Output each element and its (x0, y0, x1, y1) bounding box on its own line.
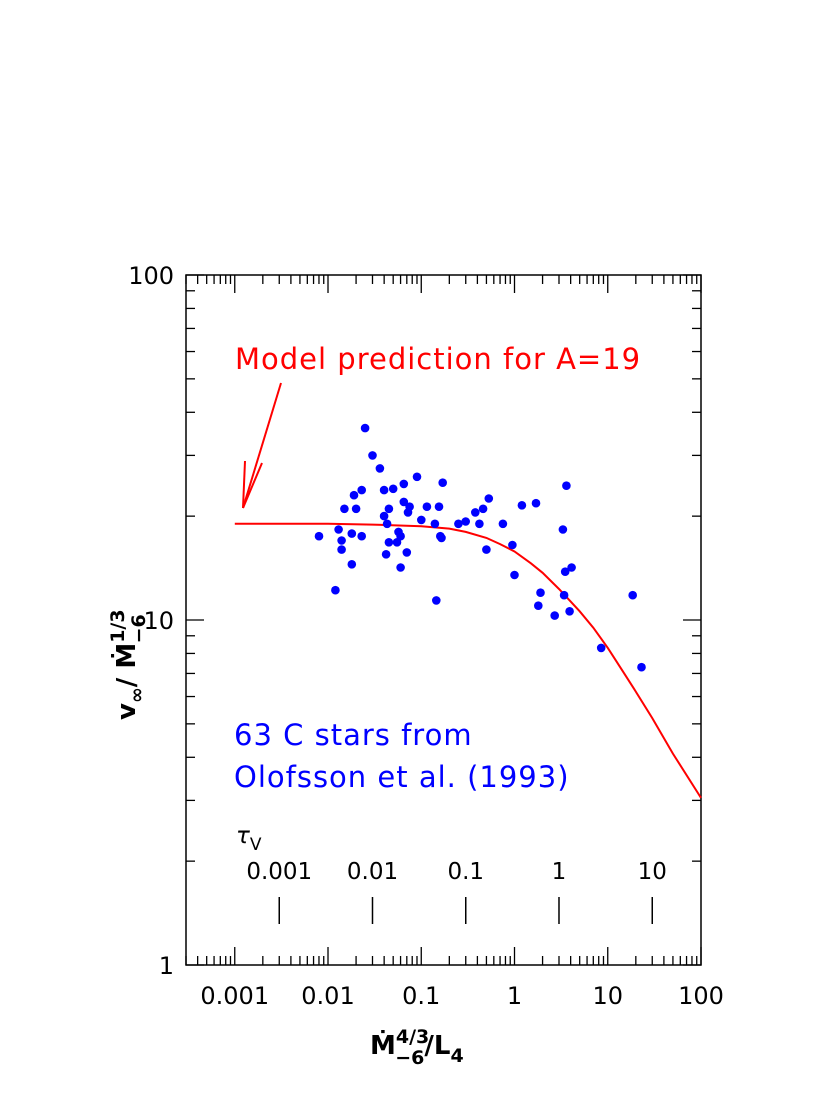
tau-tick-label: 10 (638, 859, 667, 885)
data-point (475, 519, 484, 529)
data-point (558, 525, 568, 534)
data-point (399, 479, 409, 489)
data-point (340, 504, 349, 514)
data-point (357, 485, 367, 495)
y-tick-label: 1 (159, 952, 174, 980)
data-point (438, 478, 448, 488)
data-point (334, 525, 343, 534)
data-point (331, 585, 340, 595)
data-point (534, 601, 543, 610)
data-point (382, 519, 392, 529)
data-point (510, 570, 519, 580)
data-point (454, 519, 463, 529)
data-point (396, 531, 405, 541)
data-point (508, 540, 517, 550)
x-tick-label: 1 (507, 982, 522, 1010)
tau-tick-label: 0.01 (347, 859, 398, 885)
data-point (430, 519, 440, 529)
data-point (381, 550, 391, 559)
x-tick-label: 10 (592, 982, 623, 1010)
tau-axis: 0.001 0.01 0.1 1 10 (246, 859, 667, 924)
model-curve (234, 522, 702, 799)
data-point (565, 607, 574, 616)
data-point (484, 494, 494, 503)
data-point (351, 504, 361, 514)
x-tick-label: 100 (678, 982, 724, 1010)
data-point (399, 497, 409, 507)
data-point (567, 563, 576, 572)
data-point (596, 643, 606, 653)
data-point (471, 508, 480, 517)
data-point (396, 563, 405, 572)
data-point (357, 531, 367, 541)
data-point (560, 567, 570, 576)
x-tick-label: 0.01 (301, 982, 354, 1010)
data-point (422, 502, 432, 512)
data-point (498, 519, 508, 529)
data-point (337, 536, 346, 545)
axis-ticks (185, 274, 702, 966)
data-point (375, 464, 385, 473)
data-point (349, 490, 359, 500)
model-annotation: Model prediction for A=19 (235, 342, 641, 376)
tau-tick-label: 0.001 (246, 859, 312, 885)
x-tick-labels: 0.001 0.01 0.1 1 10 100 (200, 982, 724, 1010)
data-point (360, 423, 370, 433)
data-annotation-line1: 63 C stars from (234, 718, 473, 752)
data-point (347, 560, 357, 569)
data-point (531, 498, 541, 508)
data-point (412, 472, 422, 482)
tau-axis-label: τV (236, 823, 262, 855)
x-axis-title: Ṁ4/3 −6/L4 (370, 1026, 464, 1069)
x-tick-label: 0.1 (402, 982, 440, 1010)
tau-tick-label: 1 (552, 859, 567, 885)
data-point (388, 484, 398, 494)
data-point (405, 502, 414, 512)
data-point (637, 662, 646, 672)
data-point (432, 596, 441, 605)
data-point (559, 590, 569, 600)
tau-tick-label: 0.1 (447, 859, 484, 885)
data-annotation-line2: Olofsson et al. (1993) (234, 760, 570, 794)
data-point (379, 485, 389, 495)
data-point (434, 502, 444, 512)
y-tick-label: 10 (143, 607, 174, 635)
data-point (517, 501, 527, 510)
data-point (384, 538, 394, 547)
data-point (628, 590, 637, 600)
data-point (402, 548, 412, 557)
data-point (562, 481, 571, 491)
y-tick-label: 100 (128, 262, 174, 290)
data-points (314, 423, 646, 672)
data-point (314, 531, 324, 541)
data-point (417, 515, 426, 525)
data-point (461, 517, 471, 526)
data-point (482, 545, 491, 554)
data-point (478, 504, 488, 514)
data-point (384, 504, 394, 514)
x-tick-label: 0.001 (200, 982, 269, 1010)
data-point (437, 533, 446, 543)
model-arrow (242, 382, 282, 509)
data-point (536, 588, 545, 597)
y-tick-labels: 1 10 100 (128, 262, 174, 980)
data-point (368, 451, 377, 460)
data-point (337, 545, 346, 554)
y-axis-title: v∞/ Ṁ1/3−6 (107, 609, 150, 720)
data-point (550, 611, 559, 620)
data-point (347, 529, 357, 538)
data-point (379, 511, 389, 521)
